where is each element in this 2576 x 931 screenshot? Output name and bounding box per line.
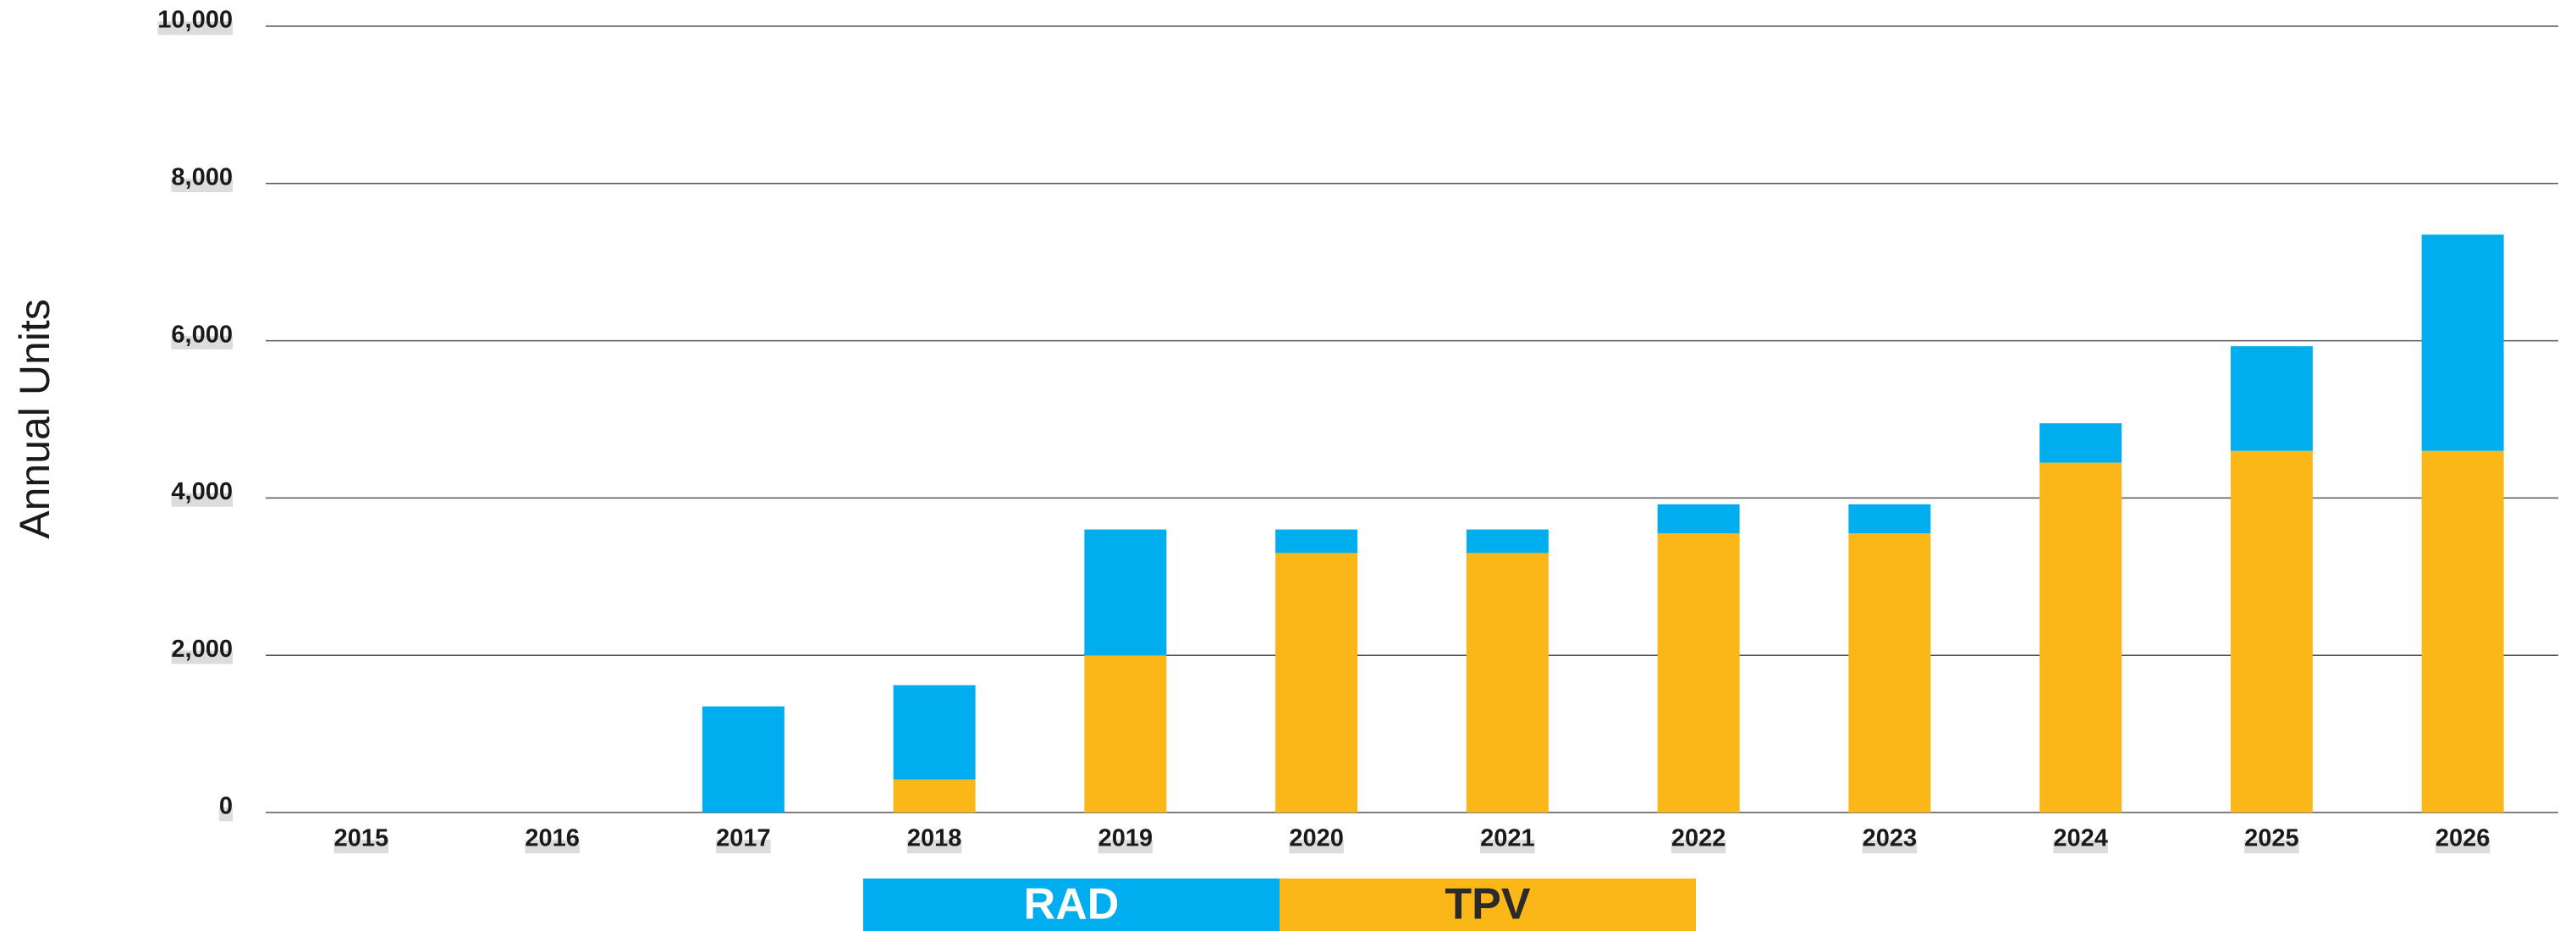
tick-label-shadow bbox=[171, 650, 233, 664]
bar-segment bbox=[2421, 450, 2504, 813]
bar-segment bbox=[893, 685, 976, 780]
bar-segment bbox=[1848, 533, 1931, 813]
bar-segment bbox=[1466, 529, 1549, 554]
tick-label-shadow bbox=[1480, 840, 1535, 854]
x-tick-label: 2015 bbox=[334, 825, 389, 852]
tick-label-shadow bbox=[906, 840, 962, 854]
x-tick-label: 2025 bbox=[2244, 825, 2299, 852]
x-tick-label: 2024 bbox=[2053, 825, 2108, 852]
tick-label-shadow bbox=[525, 840, 580, 854]
legend-label: TPV bbox=[1445, 880, 1530, 929]
y-tick-label: 10,000 bbox=[157, 7, 233, 34]
x-tick-label: 2026 bbox=[2436, 825, 2491, 852]
bar-segment bbox=[893, 779, 976, 813]
legend-label: RAD bbox=[1024, 880, 1120, 929]
bar-segment bbox=[2039, 462, 2122, 813]
x-tick-label: 2022 bbox=[1671, 825, 1726, 852]
y-tick-label: 4,000 bbox=[171, 478, 233, 505]
bar-segment bbox=[2230, 450, 2313, 813]
bar-segment bbox=[1657, 533, 1740, 813]
tick-label-shadow bbox=[333, 840, 389, 854]
bar-segment bbox=[1275, 529, 1358, 554]
x-tick-label: 2017 bbox=[716, 825, 771, 852]
tick-label-shadow bbox=[1098, 840, 1153, 854]
y-tick-label: 0 bbox=[219, 793, 233, 820]
legend-swatch bbox=[1280, 879, 1696, 931]
bar-segment bbox=[1275, 553, 1358, 813]
y-tick-label: 6,000 bbox=[171, 321, 233, 348]
y-axis-label: Annual Units bbox=[11, 299, 58, 539]
x-tick-label: 2023 bbox=[1863, 825, 1918, 852]
tick-label-shadow bbox=[2053, 840, 2108, 854]
x-tick-label: 2019 bbox=[1098, 825, 1153, 852]
bar-segment bbox=[2421, 234, 2504, 451]
tick-label-shadow bbox=[157, 21, 233, 36]
tick-label-shadow bbox=[1289, 840, 1344, 854]
legend-swatch bbox=[863, 879, 1280, 931]
tick-label-shadow bbox=[171, 493, 233, 507]
bar-segment bbox=[1657, 504, 1740, 534]
bar-segment bbox=[2230, 346, 2313, 451]
tick-label-shadow bbox=[171, 179, 233, 193]
tick-label-shadow bbox=[171, 335, 233, 350]
tick-label-shadow bbox=[218, 807, 233, 822]
bar-segment bbox=[1084, 529, 1167, 656]
tick-label-shadow bbox=[1671, 840, 1726, 854]
bar-segment bbox=[702, 706, 784, 813]
y-tick-label: 2,000 bbox=[171, 636, 233, 663]
bar-segment bbox=[1084, 655, 1167, 813]
x-tick-label: 2018 bbox=[907, 825, 962, 852]
x-tick-label: 2021 bbox=[1480, 825, 1535, 852]
y-tick-label: 8,000 bbox=[171, 163, 233, 190]
bar-segment bbox=[2039, 423, 2122, 463]
tick-label-shadow bbox=[2435, 840, 2491, 854]
tick-label-shadow bbox=[1862, 840, 1918, 854]
x-tick-label: 2020 bbox=[1289, 825, 1344, 852]
tick-label-shadow bbox=[2244, 840, 2299, 854]
tick-label-shadow bbox=[716, 840, 771, 854]
x-tick-label: 2016 bbox=[525, 825, 580, 852]
bar-segment bbox=[1466, 553, 1549, 813]
bar-segment bbox=[1848, 504, 1931, 534]
